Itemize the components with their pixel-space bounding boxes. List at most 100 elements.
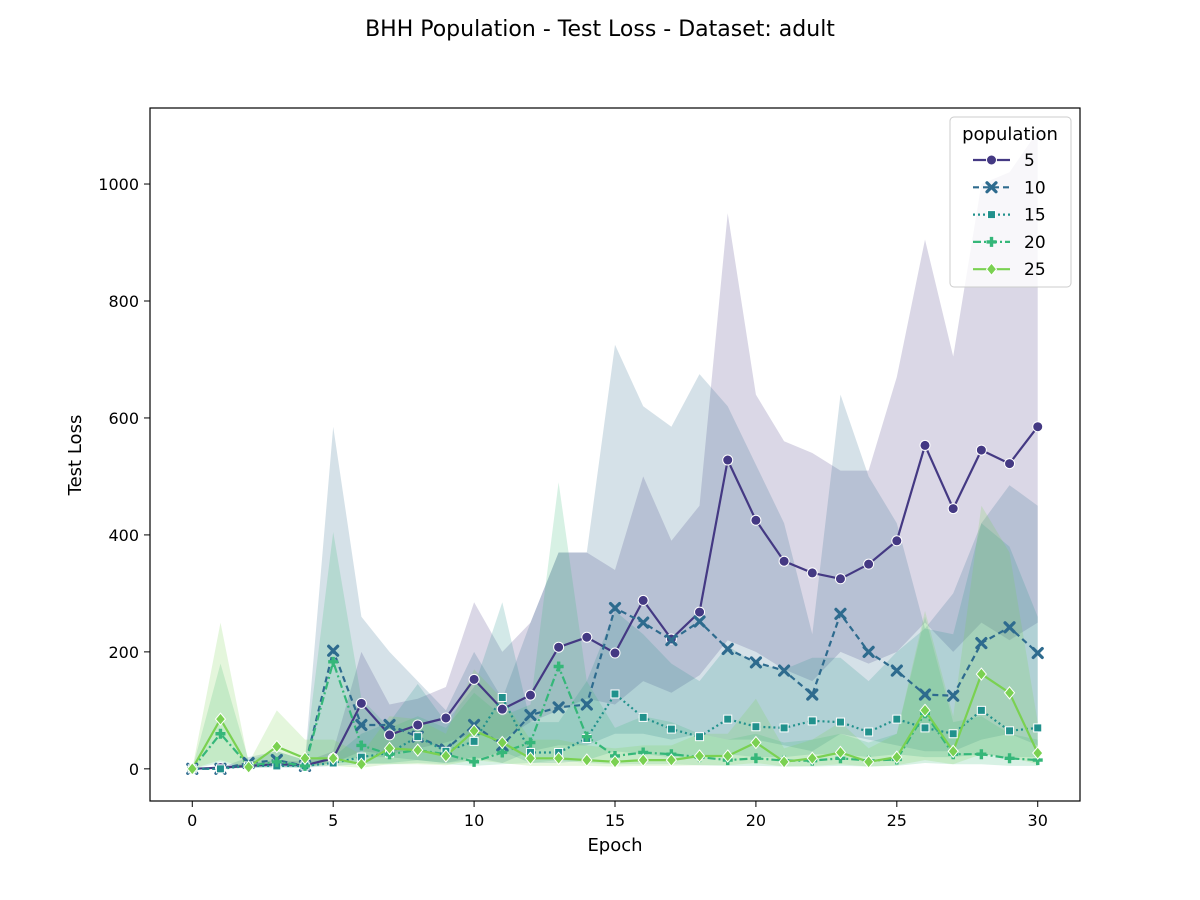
point-population-5 <box>1004 458 1016 470</box>
point-population-5 <box>496 703 508 715</box>
point-population-20 <box>469 756 480 767</box>
point-population-10 <box>383 718 396 732</box>
point-population-15 <box>497 692 507 702</box>
point-population-5 <box>778 555 790 567</box>
point-population-10 <box>975 637 988 650</box>
x-axis-label: Epoch <box>587 835 642 856</box>
point-population-25 <box>1003 686 1016 700</box>
x-tick-label: 30 <box>1028 811 1048 830</box>
legend-swatch-marker <box>987 210 996 220</box>
point-population-10 <box>947 689 960 702</box>
point-population-5 <box>440 712 452 724</box>
point-population-5 <box>891 535 903 547</box>
y-tick-label: 0 <box>129 760 139 779</box>
point-population-10 <box>693 615 706 628</box>
point-population-15 <box>1005 726 1015 736</box>
point-population-25 <box>214 712 227 726</box>
point-population-5 <box>609 647 621 659</box>
point-population-20 <box>328 656 339 667</box>
point-population-25 <box>383 741 396 756</box>
x-tick-label: 15 <box>605 811 625 830</box>
legend-label-population-20: 20 <box>1024 233 1046 253</box>
point-population-20 <box>1004 753 1015 764</box>
point-population-10 <box>524 708 537 722</box>
point-population-25 <box>271 739 283 754</box>
point-population-25 <box>834 745 847 760</box>
point-population-25 <box>412 743 424 757</box>
band-population-5 <box>192 131 1038 769</box>
point-population-5 <box>1032 421 1044 433</box>
point-population-15 <box>892 714 902 724</box>
point-population-10 <box>777 664 791 677</box>
point-population-5 <box>694 606 706 618</box>
point-population-5 <box>524 689 536 701</box>
point-population-5 <box>355 697 367 709</box>
point-population-25 <box>440 749 452 763</box>
y-tick-label: 1000 <box>98 175 139 194</box>
band-population-15 <box>192 523 1038 769</box>
point-population-25 <box>186 762 198 776</box>
point-population-15 <box>1033 723 1043 733</box>
point-population-25 <box>355 757 368 771</box>
legend-label-population-5: 5 <box>1024 151 1035 171</box>
point-population-15 <box>469 736 479 746</box>
legend-swatch-marker <box>986 236 997 247</box>
point-population-25 <box>919 703 931 718</box>
point-population-10 <box>862 645 875 658</box>
point-population-25 <box>665 753 678 767</box>
point-population-20 <box>976 749 987 760</box>
point-population-25 <box>947 744 959 759</box>
point-population-25 <box>524 751 537 766</box>
y-tick-label: 200 <box>108 643 139 662</box>
point-population-10 <box>890 664 903 677</box>
x-tick-label: 5 <box>328 811 338 830</box>
point-population-5 <box>947 503 959 515</box>
point-population-25 <box>327 751 339 766</box>
point-population-25 <box>299 751 311 766</box>
point-population-20 <box>581 731 592 742</box>
y-tick-label: 600 <box>108 409 139 428</box>
confidence-bands <box>192 131 1038 769</box>
legend-label-population-15: 15 <box>1024 206 1046 226</box>
point-population-5 <box>806 567 818 579</box>
point-population-25 <box>552 751 565 766</box>
legend-swatch-marker <box>985 181 998 194</box>
point-population-10 <box>806 688 819 701</box>
point-population-15 <box>835 717 845 727</box>
legend: population 5 10 15 20 25 <box>949 116 1072 288</box>
point-population-25 <box>1032 746 1044 760</box>
point-population-25 <box>242 760 255 774</box>
point-population-25 <box>806 751 818 766</box>
y-tick-label: 800 <box>108 292 139 311</box>
y-tick-label: 400 <box>108 526 139 545</box>
point-population-15 <box>948 729 958 739</box>
legend-swatch-marker <box>985 262 998 276</box>
point-population-5 <box>637 594 649 606</box>
point-population-15 <box>610 689 620 699</box>
point-population-10 <box>834 607 847 620</box>
point-population-10 <box>918 688 932 701</box>
point-population-5 <box>863 558 875 570</box>
point-population-25 <box>975 667 988 681</box>
x-tick-label: 0 <box>187 811 197 830</box>
point-population-10 <box>721 642 734 656</box>
point-population-15 <box>638 712 648 722</box>
point-population-5 <box>975 444 987 456</box>
x-tick-label: 25 <box>887 811 907 830</box>
x-tick-label: 10 <box>464 811 484 830</box>
point-population-15 <box>807 716 817 726</box>
point-population-10 <box>1031 646 1044 660</box>
point-population-15 <box>864 727 874 737</box>
point-population-5 <box>722 454 734 466</box>
point-population-25 <box>862 755 875 769</box>
point-population-20 <box>271 756 282 767</box>
x-axis-ticks: 0 5 10 15 20 25 30 <box>187 801 1048 830</box>
point-population-5 <box>919 439 931 451</box>
point-population-25 <box>581 753 593 767</box>
point-population-10 <box>580 698 593 711</box>
legend-title: population <box>962 124 1058 145</box>
point-population-20 <box>356 740 367 751</box>
point-population-15 <box>723 714 733 724</box>
point-population-15 <box>779 723 789 733</box>
